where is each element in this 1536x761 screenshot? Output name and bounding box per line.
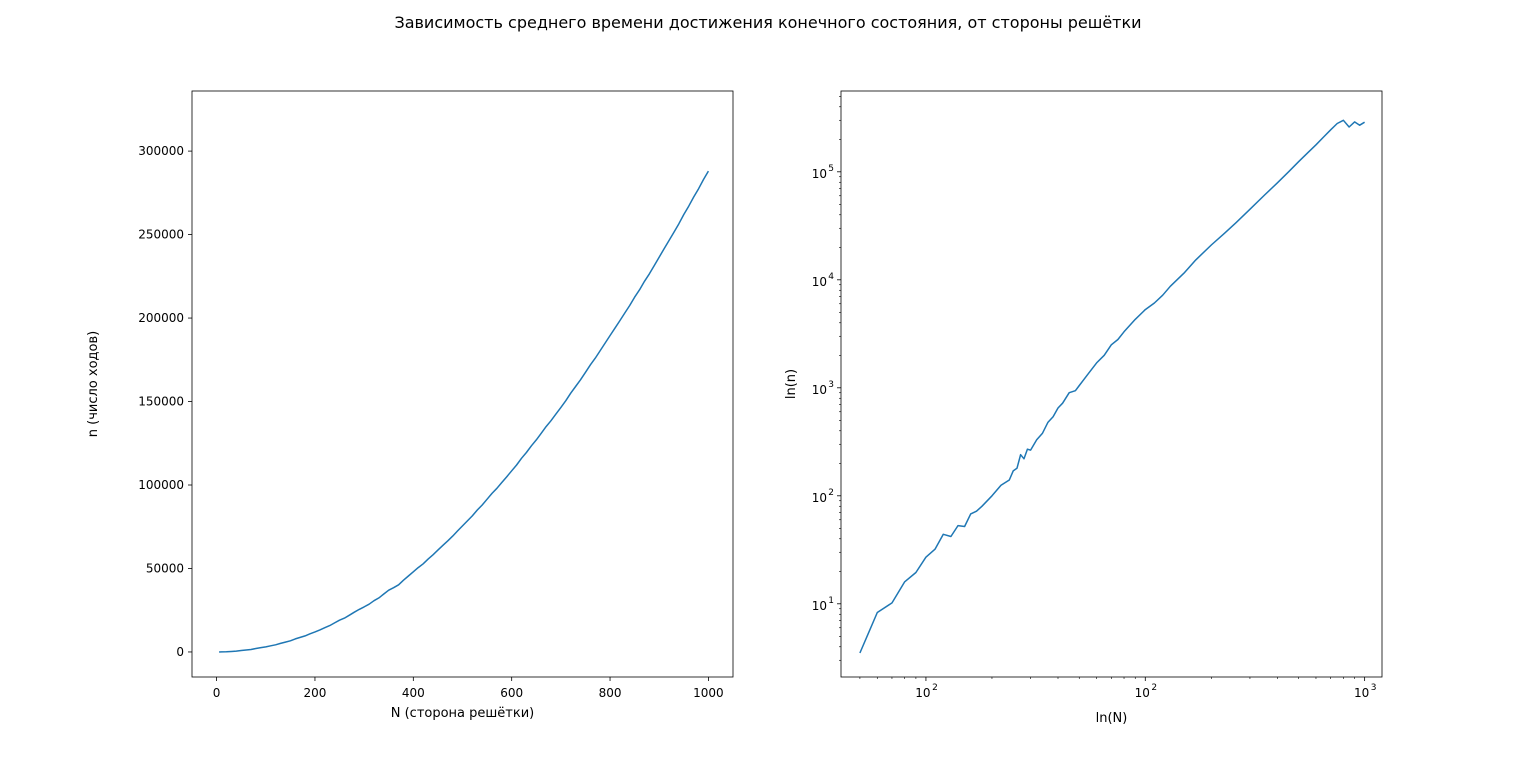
y-tick-label: 50000 — [146, 561, 184, 575]
x-tick-label: 0 — [213, 686, 221, 700]
axes-frame — [191, 90, 734, 678]
x-tick-label: 400 — [402, 686, 425, 700]
y-tick-label: 10 — [812, 491, 827, 505]
y-tick-label: 10 — [812, 599, 827, 613]
series-line — [219, 170, 710, 653]
left-chart: 0 200 400 600 800 1000 0 50000 100000 150000 20000… — [86, 90, 734, 721]
y-tick-label: 300000 — [138, 144, 184, 158]
right-chart: 10 2 10 2 10 310 110 210 310 410 5ln(N)ln(n) — [784, 90, 1383, 726]
y-tick-exponent: 2 — [828, 488, 834, 498]
y-tick-label: 200000 — [138, 311, 184, 325]
x-axis-label: N (сторона решётки) — [391, 706, 535, 721]
x-tick-label: 200 — [304, 686, 327, 700]
x-axis-label: ln(N) — [1096, 711, 1128, 726]
figure-title: Зависимость среднего времени достижения … — [394, 13, 1142, 32]
y-tick-label: 10 — [812, 383, 827, 397]
y-tick-label: 10 — [812, 275, 827, 289]
y-axis-label: n (число ходов) — [86, 331, 101, 437]
y-tick-label: 10 — [812, 167, 827, 181]
x-tick-exponent: 3 — [1371, 683, 1377, 693]
x-tick-label: 10 — [1135, 686, 1150, 700]
y-tick-label: 250000 — [138, 228, 184, 242]
x-tick-exponent: 2 — [1151, 683, 1157, 693]
series-line — [859, 119, 1365, 654]
y-tick-exponent: 4 — [828, 272, 834, 282]
axes-frame — [840, 90, 1383, 678]
y-axis-label: ln(n) — [784, 369, 799, 399]
x-tick-label: 600 — [500, 686, 523, 700]
y-tick-label: 0 — [176, 645, 184, 659]
y-tick-exponent: 1 — [828, 596, 834, 606]
x-tick-label: 800 — [599, 686, 622, 700]
y-tick-exponent: 5 — [828, 164, 834, 174]
y-tick-label: 150000 — [138, 395, 184, 409]
x-tick-label: 1000 — [693, 686, 724, 700]
y-tick-exponent: 3 — [828, 380, 834, 390]
x-tick-label: 10 — [915, 686, 930, 700]
x-tick-label: 10 — [1354, 686, 1369, 700]
x-tick-exponent: 2 — [932, 683, 938, 693]
y-tick-label: 100000 — [138, 478, 184, 492]
